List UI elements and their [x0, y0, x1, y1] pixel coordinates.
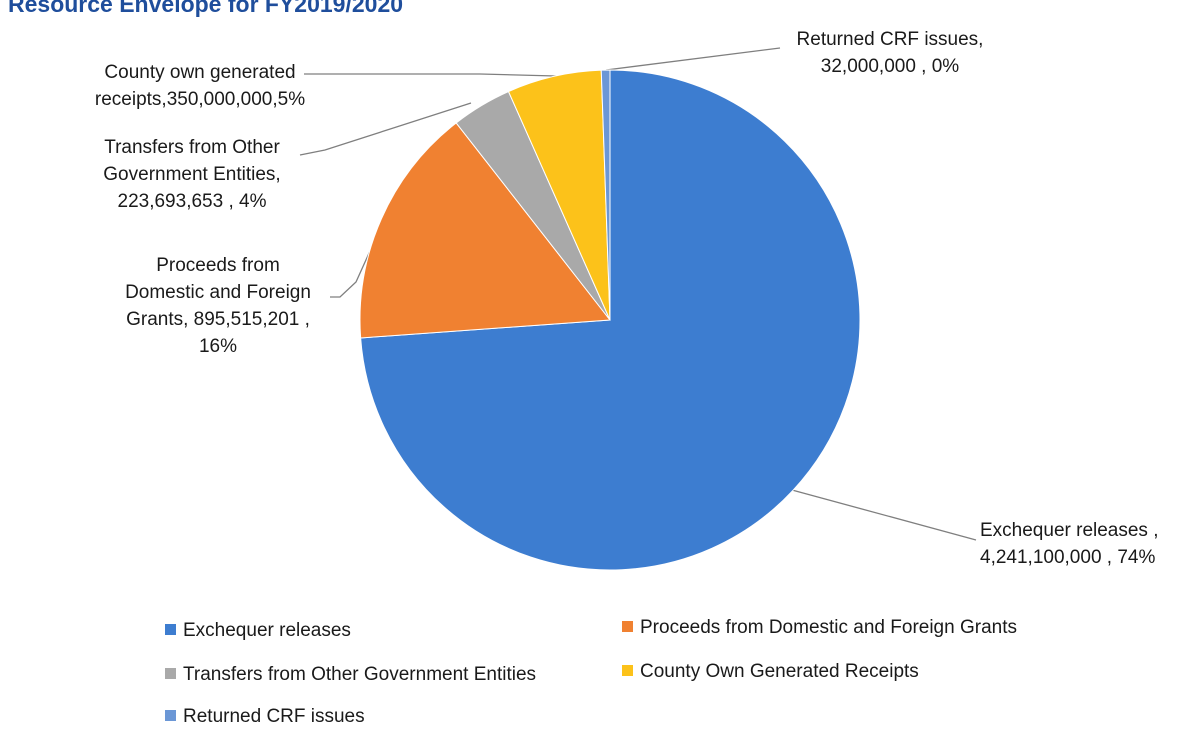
- data-label-line: receipts,350,000,000,5%: [94, 89, 306, 110]
- legend-item: Transfers from Other Government Entities: [165, 664, 536, 686]
- data-label-exchequer: Exchequer releases , 4,241,100,000 , 74%: [980, 517, 1159, 571]
- data-label-line: 223,693,653 , 4%: [117, 191, 267, 212]
- data-label-line: 4,241,100,000 , 74%: [980, 547, 1156, 568]
- data-label-line: County own generated: [104, 62, 296, 83]
- legend-label: Transfers from Other Government Entities: [183, 664, 537, 685]
- data-label-line: Returned CRF issues,: [796, 29, 984, 50]
- legend-swatch: [622, 621, 633, 632]
- legend-label: Exchequer releases: [183, 620, 351, 641]
- leader-line: [299, 102, 472, 156]
- data-label-line: Grants, 895,515,201 ,: [126, 309, 310, 330]
- legend-swatch: [622, 665, 633, 676]
- leader-line: [791, 489, 977, 541]
- data-label-line: Transfers from Other: [104, 137, 280, 158]
- leader-lines: [299, 47, 977, 541]
- leader-line: [304, 73, 557, 77]
- pie-slice-returned-crf-issues: [600, 69, 611, 321]
- data-label-returned-crf: Returned CRF issues, 32,000,000 , 0%: [780, 26, 1000, 80]
- legend-item: County Own Generated Receipts: [622, 661, 919, 683]
- data-label-county-own: County own generated receipts,350,000,00…: [80, 59, 320, 113]
- pie-slices: [359, 69, 861, 571]
- legend-item: Proceeds from Domestic and Foreign Grant…: [622, 617, 1017, 639]
- data-label-line: Government Entities,: [103, 164, 281, 185]
- legend-item: Exchequer releases: [165, 620, 351, 642]
- data-label-line: Proceeds from: [156, 255, 280, 276]
- data-label-grants: Proceeds from Domestic and Foreign Grant…: [108, 252, 328, 360]
- legend-label: Returned CRF issues: [183, 706, 365, 727]
- pie-slice-proceeds-from-domestic-and-foreign-grants: [359, 122, 611, 339]
- legend-label: Proceeds from Domestic and Foreign Grant…: [640, 617, 1017, 638]
- legend-swatch: [165, 624, 176, 635]
- chart-title: Resource Envelope for FY2019/2020: [8, 0, 404, 17]
- legend-swatch: [165, 710, 176, 721]
- legend-item: Returned CRF issues: [165, 706, 365, 728]
- data-label-line: 16%: [198, 336, 238, 357]
- legend-label: County Own Generated Receipts: [640, 661, 919, 682]
- data-label-line: Exchequer releases ,: [980, 520, 1159, 541]
- legend-swatch: [165, 668, 176, 679]
- data-label-transfers: Transfers from Other Government Entities…: [82, 134, 302, 215]
- data-label-line: Domestic and Foreign: [125, 282, 311, 303]
- leader-line: [605, 47, 781, 71]
- data-label-line: 32,000,000 , 0%: [820, 56, 960, 77]
